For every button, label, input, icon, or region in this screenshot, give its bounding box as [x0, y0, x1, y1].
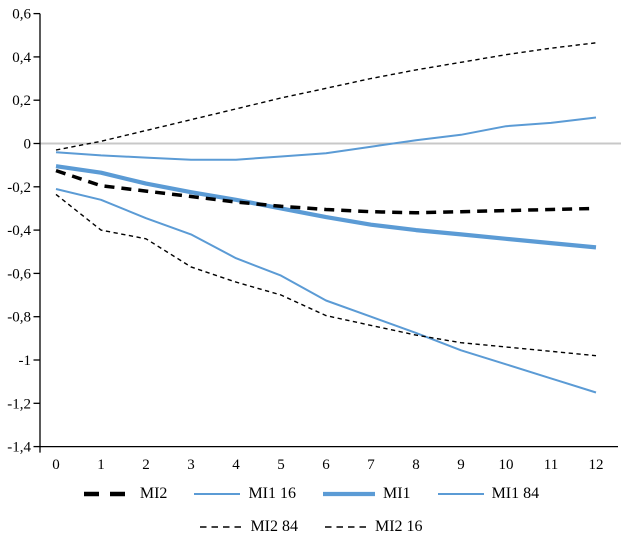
y-tick-label: 0,4 [12, 50, 31, 66]
legend-label-mi1: MI1 [383, 485, 411, 502]
y-tick-label: 0,2 [12, 93, 31, 109]
y-tick-label: 0 [24, 137, 32, 153]
legend-item-mi1-16: MI1 16 [193, 486, 296, 502]
legend-label-mi1-84: MI1 84 [491, 485, 540, 502]
legend-sample-mi2-16 [325, 526, 367, 528]
y-tick-label: -1 [19, 353, 32, 369]
plot-area: 0,60,40,20-0,2-0,4-0,6-0,8-1-1,2-1,40 1 2 3… [7, 7, 621, 473]
legend-item-mi2: MI2 [83, 485, 168, 502]
series-line-mi2-84 [55, 42, 597, 151]
legend-item-mi1: MI1 [322, 486, 411, 502]
legend-sample-mi2-84 [200, 526, 243, 528]
x-tick-label: 1 [97, 457, 105, 473]
x-tick-label: 4 [232, 457, 240, 473]
x-tick-label: 11 [544, 457, 558, 473]
legend-sample-mi1-84 [437, 493, 484, 495]
x-tick-label: 5 [277, 457, 285, 473]
x-tick-label: 0 [52, 457, 60, 473]
y-tick-label: -0,2 [7, 180, 31, 196]
series-line-mi2 [55, 168, 597, 215]
x-tick-label: 9 [457, 457, 465, 473]
legend-sample-mi1 [323, 491, 375, 497]
legend-label-mi2-16: MI2 16 [375, 518, 423, 535]
legend-label-mi2: MI2 [139, 485, 168, 502]
y-tick-label: 0,6 [12, 7, 31, 23]
y-tick-label: -0,4 [7, 223, 31, 239]
x-tick-label: 3 [187, 457, 195, 473]
legend-sample-mi1-16 [194, 493, 241, 495]
x-tick-label: 2 [142, 457, 150, 473]
legend-item-mi2-16: MI2 16 [324, 519, 423, 535]
series-line-mi2-16 [55, 193, 597, 357]
legend-sample-mi2 [83, 491, 132, 497]
legend-row-2: MI2 84 MI2 16 [0, 516, 622, 538]
x-tick-label: 12 [589, 457, 604, 473]
legend-label-mi2-84: MI2 84 [250, 518, 298, 535]
legend-label-mi1-16: MI1 16 [248, 485, 296, 502]
legend-item-mi2-84: MI2 84 [199, 519, 298, 535]
series-line-mi1-16 [55, 188, 597, 394]
series-line-mi1 [55, 164, 597, 250]
x-tick-label: 6 [322, 457, 330, 473]
series-line-mi1-84 [55, 116, 597, 161]
x-tick-label: 8 [412, 457, 420, 473]
y-tick-label: -0,8 [7, 310, 31, 326]
y-tick-label: -1,4 [7, 440, 31, 456]
x-tick-label: 10 [499, 457, 514, 473]
legend-row-1: MI2 MI1 16 MI1 MI1 84 [0, 483, 622, 505]
legend-item-mi1-84: MI1 84 [437, 485, 540, 502]
y-tick-label: -1,2 [7, 396, 31, 412]
x-tick-label: 7 [367, 457, 375, 473]
y-tick-label: -0,6 [7, 266, 31, 282]
